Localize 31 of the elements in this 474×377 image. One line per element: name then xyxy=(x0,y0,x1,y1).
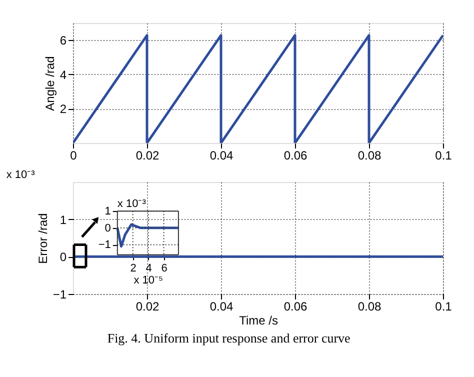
x-tick-label: 0.06 xyxy=(284,148,308,162)
x-tick-label: 0.08 xyxy=(358,300,382,314)
x-tick-label: 0.02 xyxy=(136,300,160,314)
x-tick-label: 0.1 xyxy=(435,148,452,162)
y-tick-label: 4 xyxy=(60,68,67,82)
x-tick-label: 0.04 xyxy=(210,148,234,162)
y-axis-title: Angle /rad xyxy=(42,56,57,111)
text: x 10⁻³ xyxy=(6,169,36,181)
y-tick-label: −1 xyxy=(52,288,67,302)
x-tick-label: 6 xyxy=(161,262,168,274)
x-tick-label: 0.04 xyxy=(210,300,234,314)
caption: Fig. 4. Uniform input response and error curve xyxy=(107,330,351,346)
x-tick-label: 0.02 xyxy=(136,148,160,162)
y-tick-label: 0 xyxy=(60,250,67,264)
y-tick-label: −1 xyxy=(98,239,111,252)
y-tick-label: 6 xyxy=(60,34,67,48)
y-axis-title: Error /rad xyxy=(36,213,50,264)
x-tick-label: 0.08 xyxy=(358,148,382,162)
x-axis-title: Time /s xyxy=(239,314,278,328)
x-tick-label: 4 xyxy=(146,262,152,274)
x-axis-title: x 10⁻⁵ xyxy=(134,274,164,286)
y-tick-label: 2 xyxy=(60,102,67,116)
y-tick-label: 0 xyxy=(104,222,111,234)
x-tick-label: 0 xyxy=(70,148,78,162)
x-tick-label: 0.06 xyxy=(284,300,308,314)
x-tick-label: 0.1 xyxy=(435,300,452,314)
y-tick-label: 1 xyxy=(60,212,67,227)
x-tick-label: 2 xyxy=(130,262,136,274)
y-tick-label: 1 xyxy=(104,206,111,218)
line-series xyxy=(116,223,180,248)
annotation: x 10⁻³ xyxy=(117,198,146,210)
